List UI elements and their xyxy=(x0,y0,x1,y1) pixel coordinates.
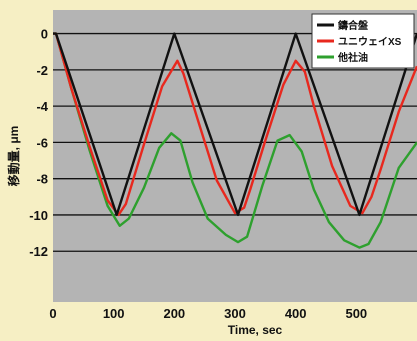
legend-label: ユニウェイXS xyxy=(338,36,402,48)
x-tick-label: 100 xyxy=(103,306,125,321)
legend-label: 他社油 xyxy=(337,51,368,64)
x-tick-label: 300 xyxy=(224,306,246,321)
y-axis-label: 移動量, μm xyxy=(6,126,21,187)
x-tick-label: 0 xyxy=(49,306,56,321)
series-line xyxy=(53,32,417,217)
x-tick-label: 200 xyxy=(163,306,185,321)
legend-label: 鑄合盤 xyxy=(337,19,369,32)
y-tick-label: -2 xyxy=(36,63,48,78)
y-tick-label: 0 xyxy=(41,27,48,42)
series-line xyxy=(53,32,417,249)
y-tick-label: -6 xyxy=(36,135,48,150)
y-tick-label: -4 xyxy=(36,99,48,114)
x-tick-label: 400 xyxy=(285,306,307,321)
x-tick-label: 500 xyxy=(345,306,367,321)
y-tick-label: -12 xyxy=(29,244,48,259)
y-tick-label: -8 xyxy=(36,172,48,187)
x-axis-label: Time, sec xyxy=(228,323,283,336)
y-tick-label: -10 xyxy=(29,208,48,223)
